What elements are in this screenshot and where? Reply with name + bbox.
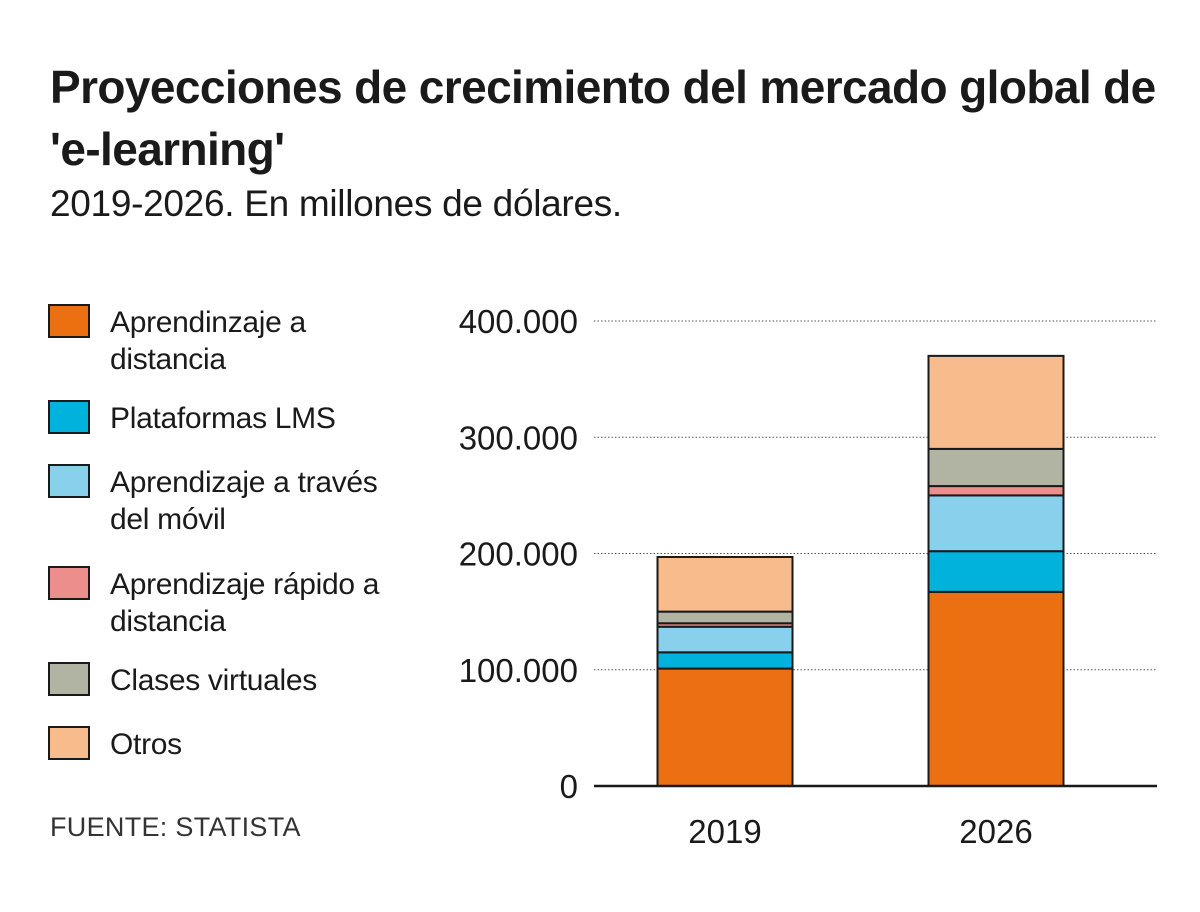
legend-label: Clases virtuales xyxy=(110,664,317,697)
chart-title: Proyecciones de crecimiento del mercado … xyxy=(50,61,1156,175)
bar-segment xyxy=(656,667,794,788)
bar-segment xyxy=(927,485,1065,497)
bar-segment xyxy=(927,354,1065,450)
x-category-label: 2019 xyxy=(688,813,761,850)
bar-segment xyxy=(656,625,794,654)
legend-label: Aprendizaje a través del móvil xyxy=(110,466,378,536)
source-note: FUENTE: STATISTA xyxy=(50,812,301,842)
bar-segment xyxy=(927,550,1065,593)
legend-item-mobile-learning: Aprendizaje a través del móvil xyxy=(48,464,400,538)
legend-swatch xyxy=(48,304,90,338)
legend-item-others: Otros xyxy=(48,726,400,763)
bar-segment xyxy=(927,494,1065,553)
legend-item-lms-platforms: Plataformas LMS xyxy=(48,400,400,437)
legend-swatch xyxy=(48,726,90,760)
y-tick-label: 300.000 xyxy=(459,419,578,456)
legend-swatch xyxy=(48,566,90,600)
legend-item-rapid-learning: Aprendizaje rápido a distancia xyxy=(48,566,400,640)
legend-label: Otros xyxy=(110,728,182,761)
legend-swatch xyxy=(48,400,90,434)
bar-segment xyxy=(656,555,794,613)
y-tick-label: 100.000 xyxy=(459,652,578,689)
legend-label: Aprendizaje rápido a distancia xyxy=(110,568,380,638)
legend-label: Plataformas LMS xyxy=(110,402,336,435)
legend-swatch xyxy=(48,662,90,696)
bar-segment xyxy=(927,447,1065,488)
legend-label: Aprendinzaje a distancia xyxy=(110,306,306,376)
legend-swatch xyxy=(48,464,90,498)
y-tick-label: 0 xyxy=(560,768,578,805)
chart-subtitle: 2019-2026. En millones de dólares. xyxy=(50,183,622,224)
bar-segment xyxy=(656,651,794,670)
x-category-label: 2026 xyxy=(959,813,1032,850)
legend-item-virtual-classes: Clases virtuales xyxy=(48,662,400,699)
bar-segment xyxy=(927,590,1065,787)
y-tick-label: 400.000 xyxy=(459,303,578,340)
legend-item-distance-learning: Aprendinzaje a distancia xyxy=(48,304,400,378)
bar-segment xyxy=(656,610,794,625)
y-tick-label: 200.000 xyxy=(459,536,578,573)
